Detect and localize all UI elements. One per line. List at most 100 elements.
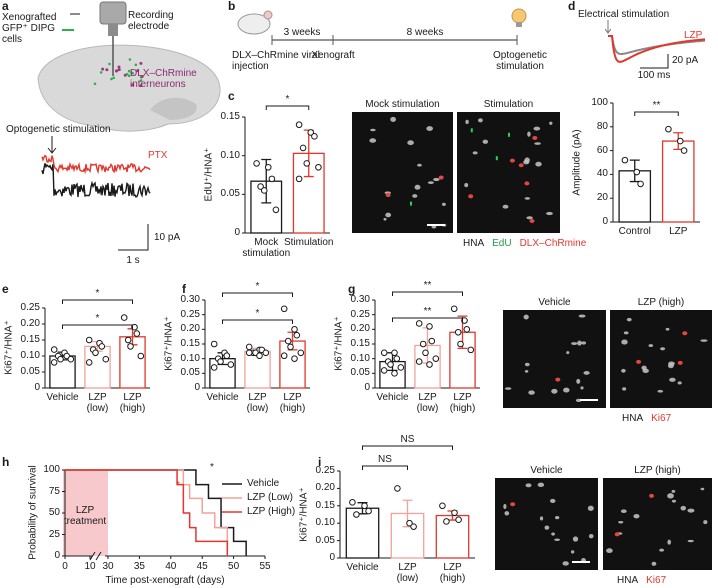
image-title: LZP (high): [637, 297, 685, 308]
y-tick-label: 0.15: [20, 334, 40, 345]
drug-label: LZP: [684, 30, 703, 41]
y-tick-label: 0.25: [180, 308, 200, 320]
sig-bracket: [634, 111, 679, 116]
scale-x-label: 1 s: [126, 255, 140, 266]
nucleus: [555, 515, 560, 520]
red-cell: [614, 532, 620, 537]
light-bulb: [511, 8, 527, 24]
nucleus: [618, 521, 624, 524]
nucleus: [642, 368, 649, 373]
nucleus: [525, 483, 532, 488]
red-cell: [677, 360, 683, 365]
nucleus: [503, 504, 507, 509]
nucleus: [527, 131, 531, 137]
y-tick-label: 0.25: [350, 308, 370, 320]
data-point: [299, 144, 307, 152]
x-tick-label: LZP (high): [449, 392, 476, 414]
red-cell: [555, 377, 561, 382]
panel-letter: h: [2, 455, 10, 469]
y-axis-label: Ki67⁺/HNA⁺: [163, 316, 175, 371]
nucleus: [583, 371, 590, 375]
nucleus: [464, 183, 469, 188]
interneuron: [101, 67, 105, 71]
red-cell: [649, 493, 655, 498]
nucleus: [621, 368, 626, 373]
electrode-holder: [99, 1, 127, 25]
legend-label: LZP (Low): [247, 492, 293, 503]
x-tick-label: 45: [196, 561, 208, 572]
nucleus: [412, 194, 418, 198]
y-tick-label: 0: [329, 552, 335, 563]
nucleus: [524, 362, 530, 367]
nucleus: [426, 126, 433, 131]
data-point: [397, 364, 405, 371]
y-tick-label: 25: [48, 528, 60, 540]
data-point: [415, 358, 423, 365]
data-point: [253, 160, 260, 167]
nucleus: [580, 386, 584, 390]
data-point: [260, 187, 268, 194]
y-tick-label: 75: [48, 485, 60, 497]
y-tick-label: 0: [364, 382, 370, 393]
nucleus: [504, 511, 510, 516]
nucleus: [534, 142, 541, 145]
data-point: [426, 361, 433, 368]
nucleus: [546, 211, 553, 216]
data-point: [127, 343, 134, 350]
xenograft-cell: [110, 77, 113, 81]
data-point: [457, 340, 464, 348]
data-point: [291, 355, 298, 362]
data-point: [287, 343, 294, 351]
data-point: [315, 163, 322, 171]
data-point: [443, 518, 450, 525]
data-point: [621, 156, 629, 164]
data-point: [415, 320, 423, 327]
data-point: [295, 175, 303, 183]
data-point: [124, 336, 132, 344]
electrode-label: Recording electrode: [128, 10, 174, 32]
data-point: [410, 523, 417, 530]
mouse-ear: [263, 10, 273, 20]
sig-label: NS: [400, 434, 415, 445]
nucleus: [667, 493, 674, 499]
data-point: [280, 305, 288, 313]
data-point: [256, 352, 263, 360]
nucleus: [407, 140, 414, 146]
xenograft-cell: [131, 71, 135, 75]
panel-letter: d: [568, 0, 576, 13]
red-cell: [518, 163, 524, 168]
mouse-icon: [237, 13, 271, 35]
micrograph: [603, 478, 712, 570]
nucleus: [620, 509, 627, 514]
panel-letter: a: [2, 0, 9, 13]
data-point: [85, 336, 93, 344]
survival-curve: [65, 469, 229, 556]
x-tick-label: LZP (high): [279, 392, 306, 414]
bar: [435, 514, 470, 559]
nucleus: [566, 351, 570, 355]
interneuron: [114, 69, 118, 73]
x-tick-label: 0: [62, 561, 68, 572]
data-point: [245, 349, 253, 357]
nucleus: [502, 204, 509, 209]
y-tick-label: 100: [591, 97, 608, 108]
data-point: [665, 125, 672, 133]
data-point: [637, 180, 644, 188]
data-point: [394, 485, 401, 492]
nucleus: [562, 561, 569, 566]
nucleus: [465, 119, 469, 125]
nucleus: [572, 536, 579, 542]
data-point: [455, 516, 462, 524]
stain-label: DLX–ChRmine: [519, 238, 587, 249]
data-point: [67, 355, 75, 363]
y-tick-label: 0: [194, 382, 200, 393]
y-tick-label: 0.15: [350, 338, 370, 349]
y-tick-label: 0.05: [220, 188, 240, 200]
nucleus: [563, 387, 570, 393]
y-tick-label: 0.15: [315, 499, 335, 511]
sig-label: *: [255, 281, 260, 292]
nucleus: [659, 548, 665, 552]
y-axis-label: Ki67⁺/HNA⁺: [3, 320, 15, 375]
nucleus: [482, 139, 489, 144]
nucleus: [606, 548, 613, 554]
